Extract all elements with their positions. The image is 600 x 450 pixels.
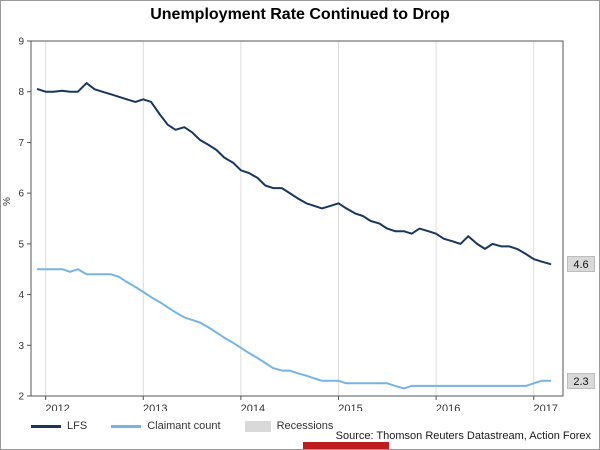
legend-label-recessions: Recessions xyxy=(276,420,334,432)
claimant-line-swatch xyxy=(111,424,142,428)
svg-text:2012: 2012 xyxy=(45,403,69,411)
svg-text:5: 5 xyxy=(18,239,24,250)
svg-text:6: 6 xyxy=(18,189,24,200)
svg-text:2: 2 xyxy=(18,392,24,403)
legend-item-claimant: Claimant count xyxy=(111,420,221,432)
legend-label-lfs: LFS xyxy=(67,420,88,432)
legend-label-claimant: Claimant count xyxy=(147,420,221,432)
recessions-box-swatch xyxy=(244,420,271,432)
chart-title: Unemployment Rate Continued to Drop xyxy=(150,6,450,23)
legend-item-recessions: Recessions xyxy=(244,420,334,432)
svg-text:4: 4 xyxy=(18,290,24,301)
svg-text:9: 9 xyxy=(18,37,24,48)
svg-text:2017: 2017 xyxy=(533,403,557,411)
source-credit: Source: Thomson Reuters Datastream, Acti… xyxy=(335,430,591,442)
chart-svg: 2 3 4 5 6 7 8 9 2012 2013 2014 2015 2016 2017 xyxy=(18,37,564,411)
svg-text:2014: 2014 xyxy=(241,403,265,411)
svg-text:8: 8 xyxy=(18,87,24,98)
svg-text:2015: 2015 xyxy=(338,403,362,411)
legend: LFS Claimant count Recessions xyxy=(31,420,333,432)
svg-text:3: 3 xyxy=(18,341,24,352)
end-value-label-lfs: 4.6 xyxy=(567,256,595,273)
svg-text:2013: 2013 xyxy=(143,403,167,411)
end-value-label-claimant: 2.3 xyxy=(567,372,595,389)
legend-item-lfs: LFS xyxy=(31,420,87,432)
lfs-line-swatch xyxy=(31,424,61,428)
svg-text:2016: 2016 xyxy=(436,403,460,411)
svg-text:7: 7 xyxy=(18,138,24,149)
brand-red-bar xyxy=(303,442,389,449)
